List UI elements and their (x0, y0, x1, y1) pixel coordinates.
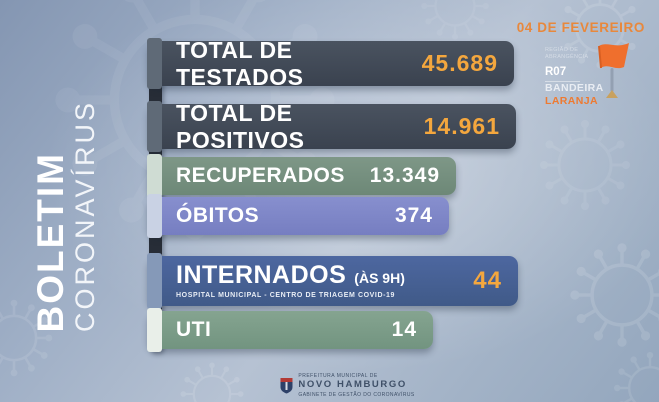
stat-label: ÓBITOS (176, 204, 260, 227)
ribbon-cap (147, 253, 162, 309)
stat-sublabel: HOSPITAL MUNICIPAL - CENTRO DE TRIAGEM C… (176, 292, 396, 299)
stat-value: 14 (391, 318, 417, 341)
flag-color-value: LARANJA (545, 95, 598, 108)
orange-flag-icon (598, 43, 629, 98)
stat-label: UTI (176, 318, 212, 341)
ribbon-cap (147, 308, 162, 352)
region-code: R07 (545, 64, 581, 83)
org-text-block: PREFEITURA MUNICIPAL DE NOVO HAMBURGO GA… (298, 373, 414, 398)
stat-bar-total-testados: TOTAL DE TESTADOS 45.689 (147, 37, 514, 90)
bulletin-title: BOLETIM (30, 151, 71, 332)
stat-value: 13.349 (369, 164, 440, 187)
stat-label: TOTAL DE TESTADOS (176, 36, 304, 90)
stat-value: 44 (473, 267, 502, 294)
stat-label-suffix: (ÀS 9H) (354, 270, 405, 286)
stat-bar-obitos: ÓBITOS 374 (147, 194, 449, 238)
org-bottom-line: GABINETE DE GESTÃO DO CORONAVÍRUS (298, 391, 415, 398)
internados-text-group: INTERNADOS (ÀS 9H) HOSPITAL MUNICIPAL - … (176, 261, 405, 300)
stat-label: TOTAL DE POSITIVOS (176, 99, 305, 153)
stat-bar-uti: UTI 14 (147, 308, 433, 352)
stat-bar-total-positivos: TOTAL DE POSITIVOS 14.961 (147, 100, 516, 153)
city-shield-icon (280, 377, 293, 394)
stat-label: INTERNADOS (176, 261, 347, 289)
stat-bar-internados: INTERNADOS (ÀS 9H) HOSPITAL MUNICIPAL - … (147, 253, 518, 309)
footer-logo: PREFEITURA MUNICIPAL DE NOVO HAMBURGO GA… (18, 373, 659, 398)
stat-value: 14.961 (423, 113, 500, 139)
ribbon-cap (147, 101, 162, 152)
ribbon-cap (147, 154, 162, 198)
bulletin-date: 04 DE FEVEREIRO (516, 20, 645, 35)
ribbon-cap (147, 194, 162, 238)
org-name: NOVO HAMBURGO (298, 379, 407, 391)
org-top-line: PREFEITURA MUNICIPAL DE (298, 372, 378, 379)
stat-value: 45.689 (421, 50, 498, 76)
stat-label: RECUPERADOS (176, 164, 345, 187)
stat-value: 374 (394, 204, 433, 227)
flag-label: BANDEIRA (545, 82, 604, 95)
bulletin-subtitle: CORONAVÍRUS (70, 99, 100, 332)
ribbon-cap (147, 38, 162, 89)
stat-bar-recuperados: RECUPERADOS 13.349 (147, 154, 456, 198)
